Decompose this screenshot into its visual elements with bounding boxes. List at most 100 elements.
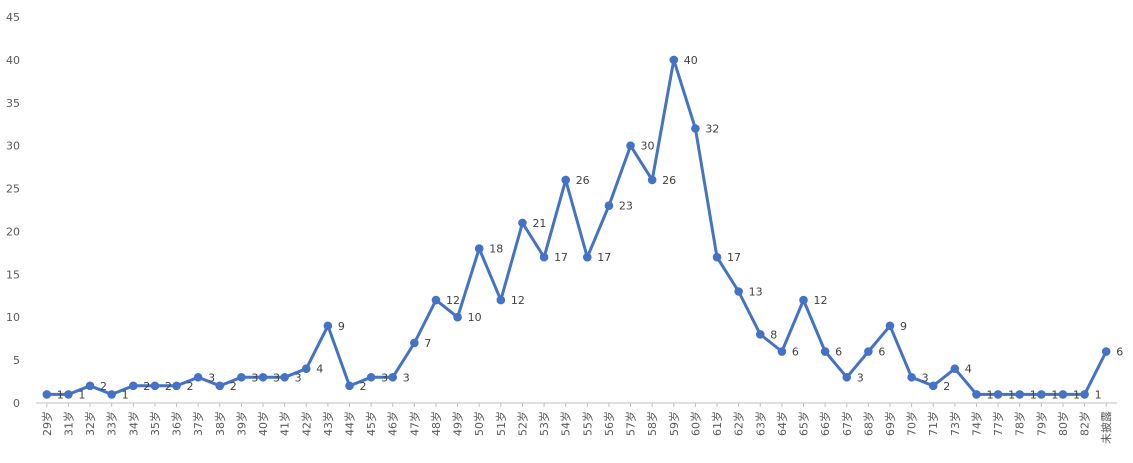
data-point <box>193 372 203 382</box>
x-tick-label: 43岁 <box>321 411 335 436</box>
data-point <box>864 347 873 356</box>
y-tick-label: 5 <box>13 354 20 367</box>
x-tick-label: 62岁 <box>732 411 746 436</box>
data-point <box>604 201 614 211</box>
x-tick-label: 69岁 <box>883 411 897 436</box>
x-tick-label: 77岁 <box>991 411 1005 436</box>
data-label: 3 <box>208 371 215 384</box>
data-point <box>215 381 225 391</box>
data-label: 2 <box>230 380 237 393</box>
data-point <box>258 372 268 382</box>
x-tick-label: 50岁 <box>472 411 486 436</box>
data-label: 6 <box>835 346 842 359</box>
x-tick-label: 47岁 <box>407 411 421 436</box>
data-label: 26 <box>662 174 676 187</box>
x-tick-label: 63岁 <box>753 411 767 436</box>
data-label: 3 <box>295 371 302 384</box>
data-point <box>626 141 635 150</box>
x-tick-label: 51岁 <box>494 411 508 436</box>
data-point <box>64 390 73 399</box>
x-tick-label: 33岁 <box>105 411 119 436</box>
x-tick-label: 73岁 <box>948 411 962 436</box>
data-label: 26 <box>576 174 590 187</box>
x-tick-label: 49岁 <box>451 411 465 436</box>
data-label: 21 <box>532 217 546 230</box>
data-label: 1 <box>78 388 85 401</box>
data-label: 23 <box>619 200 633 213</box>
data-label: 17 <box>727 251 741 264</box>
data-point <box>669 55 679 65</box>
data-label: 1 <box>1008 388 1015 401</box>
x-tick-label: 37岁 <box>191 411 205 436</box>
data-points <box>42 55 1111 399</box>
data-point <box>1015 390 1025 399</box>
x-tick-label: 79岁 <box>1034 411 1048 436</box>
data-point <box>150 381 160 391</box>
data-point <box>539 252 549 262</box>
data-label: 30 <box>641 140 655 153</box>
data-point <box>820 347 830 356</box>
data-point <box>128 381 138 391</box>
x-tick-label: 41岁 <box>278 411 292 436</box>
data-label: 13 <box>749 285 763 298</box>
y-tick-label: 40 <box>6 54 20 67</box>
data-label: 1 <box>122 388 129 401</box>
x-tick-label: 58岁 <box>645 411 659 436</box>
x-tick-label: 64岁 <box>775 411 789 436</box>
data-label: 40 <box>684 54 698 67</box>
data-point <box>561 175 570 185</box>
data-label: 12 <box>511 294 525 307</box>
data-label: 12 <box>446 294 460 307</box>
x-tick-label: 36岁 <box>170 411 184 436</box>
y-tick-label: 35 <box>6 97 20 110</box>
data-point <box>1080 390 1089 399</box>
x-tick-label: 38岁 <box>213 411 227 436</box>
data-point <box>583 252 592 262</box>
data-point <box>691 124 700 133</box>
y-tick-label: 0 <box>13 397 20 410</box>
series-polyline <box>45 58 1108 396</box>
x-tick-label: 29岁 <box>40 411 54 436</box>
x-tick-label: 44岁 <box>342 411 356 436</box>
x-tick-label: 46岁 <box>386 411 400 436</box>
data-label: 3 <box>251 371 258 384</box>
data-point <box>518 218 527 228</box>
data-label: 12 <box>814 294 828 307</box>
data-point <box>755 330 765 339</box>
data-label: 2 <box>943 380 950 393</box>
data-label: 1 <box>1030 388 1037 401</box>
data-label: 2 <box>359 380 366 393</box>
x-tick-label: 31岁 <box>61 411 75 436</box>
data-point <box>410 338 419 348</box>
data-label: 3 <box>857 371 864 384</box>
x-tick-label: 42岁 <box>299 411 313 436</box>
x-tick-label: 52岁 <box>515 411 529 436</box>
y-axis: 0 5 10 15 20 25 30 35 40 45 <box>6 11 20 410</box>
data-point <box>907 372 916 382</box>
data-label: 9 <box>900 320 907 333</box>
data-point <box>734 287 743 296</box>
x-tick-label: 68岁 <box>861 411 875 436</box>
data-label: 6 <box>792 346 799 359</box>
data-label: 1 <box>57 388 64 401</box>
x-tick-label: 61岁 <box>710 411 724 436</box>
x-tick-label: 70岁 <box>905 411 919 436</box>
data-point <box>172 381 181 391</box>
data-point <box>107 390 116 399</box>
y-tick-label: 30 <box>6 140 20 153</box>
data-point <box>280 372 289 382</box>
data-point <box>842 372 852 382</box>
data-label: 3 <box>922 371 929 384</box>
x-tick-label: 65岁 <box>797 411 811 436</box>
data-label: 3 <box>273 371 280 384</box>
data-label: 17 <box>554 251 568 264</box>
y-tick-label: 10 <box>6 311 20 324</box>
x-tick-label: 39岁 <box>234 411 248 436</box>
x-tick-label: 48岁 <box>429 411 443 436</box>
x-tick-label: 55岁 <box>580 411 594 436</box>
x-tick-label: 35岁 <box>148 411 162 436</box>
data-point <box>85 381 95 391</box>
y-tick-label: 20 <box>6 225 20 238</box>
data-point <box>1037 390 1046 399</box>
